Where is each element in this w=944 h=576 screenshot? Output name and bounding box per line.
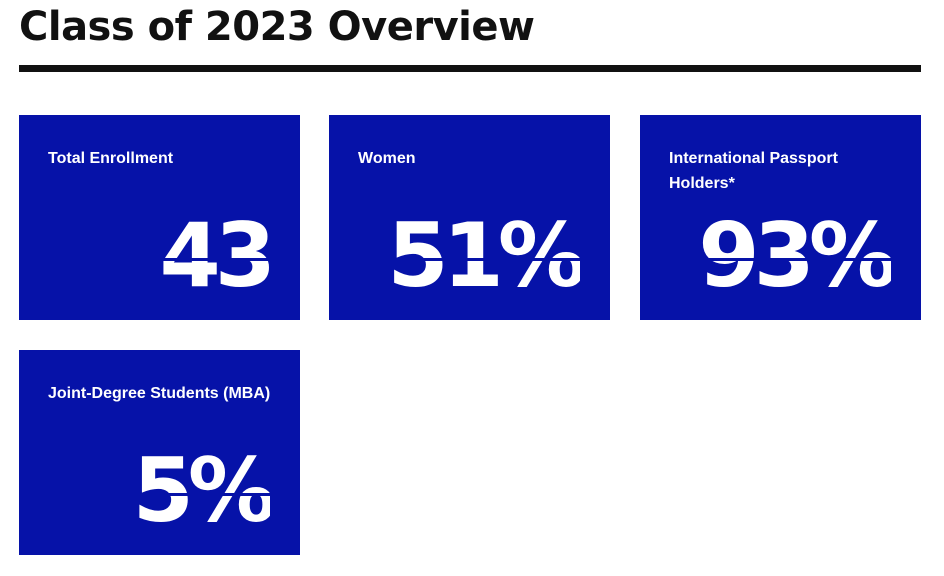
stat-value: 5%	[132, 447, 270, 535]
stat-card: Total Enrollment 43	[19, 115, 300, 320]
stat-label: Joint-Degree Students (MBA)	[48, 385, 271, 402]
stat-card: Women 51%	[329, 115, 610, 320]
stat-label: Women	[358, 150, 416, 167]
stat-value: 93%	[698, 212, 891, 300]
stat-card: International Passport Holders* 93%	[640, 115, 921, 320]
stat-card: Joint-Degree Students (MBA) 5%	[19, 350, 300, 555]
stat-label: International Passport Holders*	[669, 150, 838, 192]
page-title: Class of 2023 Overview	[19, 4, 535, 50]
stat-value: 43	[159, 212, 270, 300]
stat-value: 51%	[387, 212, 580, 300]
title-rule	[19, 65, 921, 72]
stat-label: Total Enrollment	[48, 150, 174, 167]
